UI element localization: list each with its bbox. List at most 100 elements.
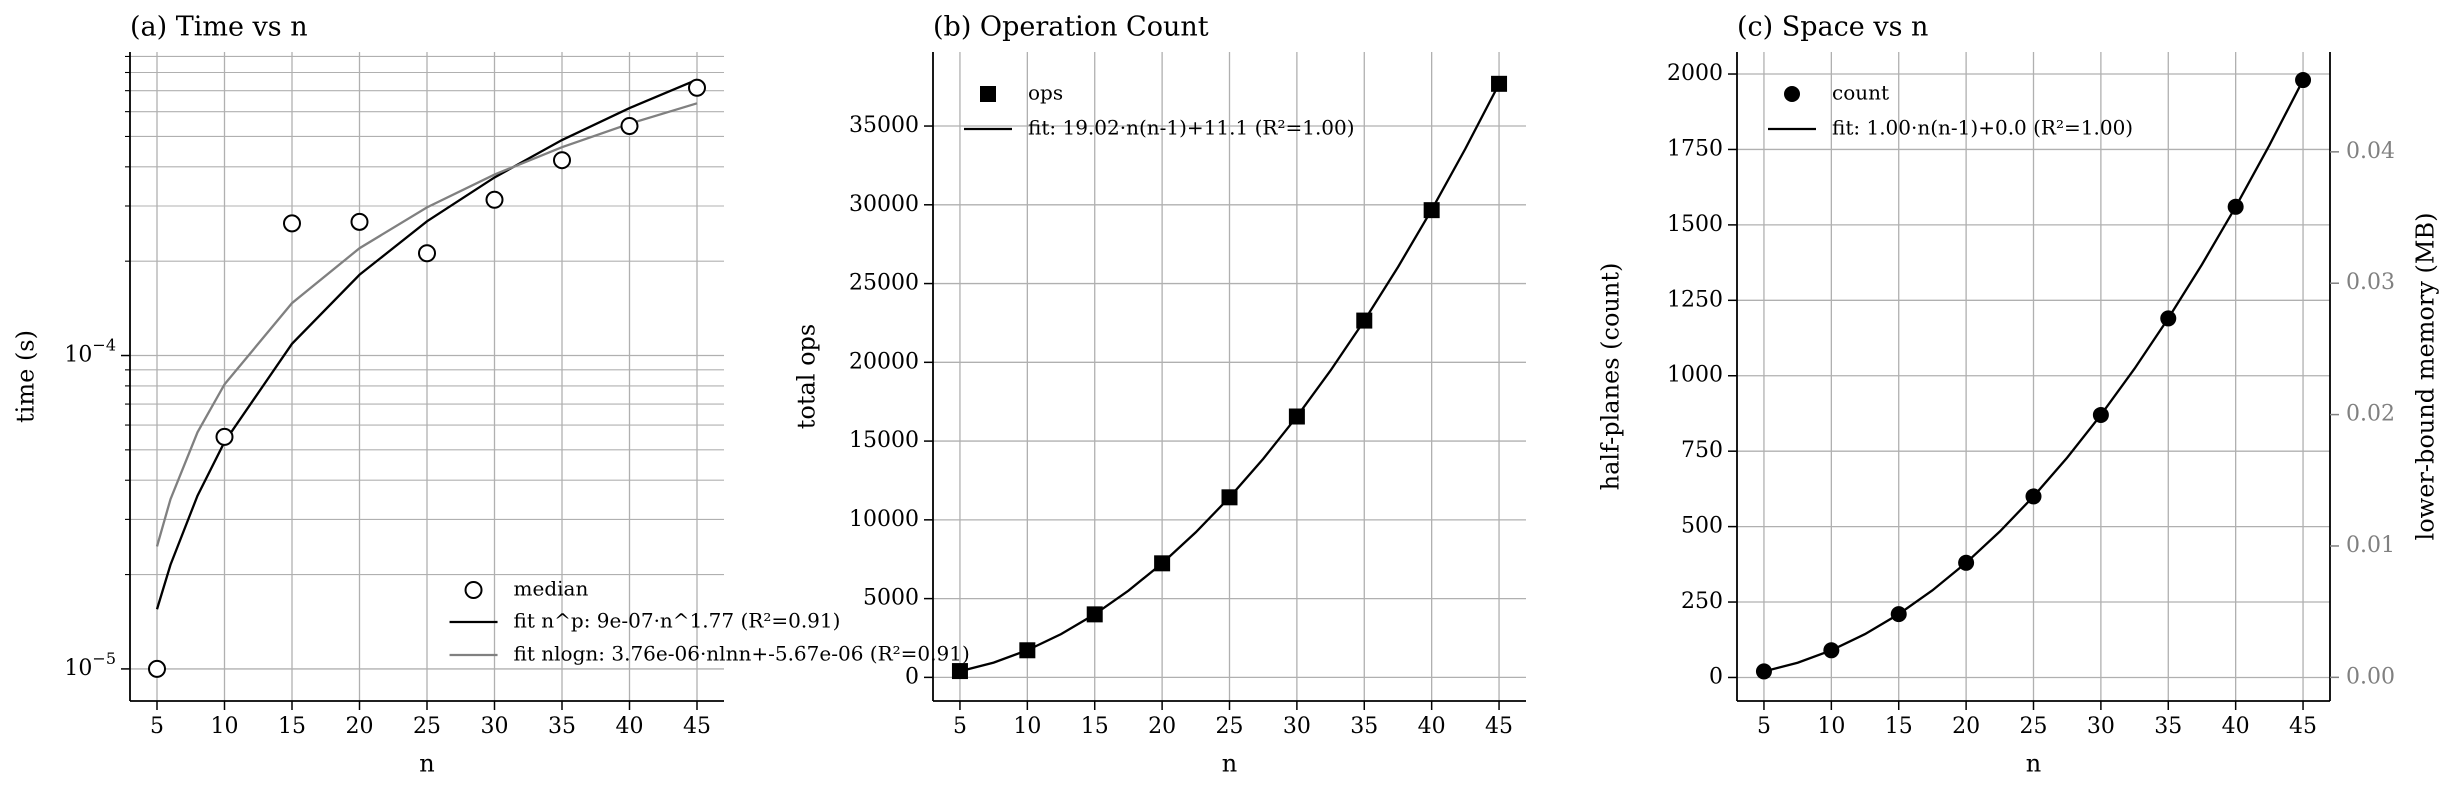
marker [350, 212, 369, 231]
y2-tick-label: 0.03 [2346, 270, 2395, 295]
marker [688, 78, 706, 97]
x-tick-label: 15 [1885, 714, 1913, 739]
y-tick-label: 0 [1709, 664, 1723, 689]
x-tick-label: 15 [278, 714, 306, 739]
y-tick-base: 10 [64, 656, 92, 681]
y-tick-label: 25000 [849, 271, 919, 296]
x-tick-label: 20 [346, 714, 374, 739]
x-tick-label: 40 [1418, 714, 1446, 739]
marker [620, 116, 639, 135]
x-tick-label: 10 [1817, 714, 1845, 739]
x-tick-label: 30 [2087, 714, 2115, 739]
x-tick-label: 35 [1350, 714, 1378, 739]
marker [1154, 555, 1171, 572]
x-tick-label: 25 [413, 714, 441, 739]
x-tick-label: 45 [2289, 714, 2317, 739]
x-tick-label: 40 [616, 714, 644, 739]
y2-axis-label: lower-bound memory (MB) [2412, 213, 2440, 541]
marker [2025, 488, 2042, 505]
y2-tick-label: 0.04 [2346, 139, 2395, 164]
marker [1356, 312, 1373, 329]
fit-line [155, 78, 698, 610]
marker [215, 427, 234, 446]
y-tick-label: 10−5 [64, 648, 116, 681]
x-axis-label: n [2026, 750, 2041, 778]
legend-label: fit nlogn: 3.76e-06·nlnn+-5.67e-06 (R²=0… [514, 642, 970, 666]
marker [951, 663, 968, 680]
legend-label: fit n^p: 9e-07·n^1.77 (R²=0.91) [514, 609, 841, 633]
y-tick-label: 250 [1681, 589, 1723, 614]
y-tick-label: 1500 [1667, 212, 1723, 237]
legend-label: fit: 1.00·n(n-1)+0.0 (R²=1.00) [1832, 116, 2133, 140]
legend-label: fit: 19.02·n(n-1)+11.1 (R²=1.00) [1028, 116, 1355, 140]
x-tick-label: 20 [1952, 714, 1980, 739]
marker [1491, 75, 1508, 92]
legend-label: median [514, 577, 589, 601]
y-axis-label: time (s) [12, 330, 40, 423]
marker [283, 214, 301, 233]
marker [2092, 406, 2109, 423]
marker [1755, 663, 1772, 680]
y2-tick-label: 0.01 [2346, 533, 2395, 558]
marker [1221, 489, 1238, 506]
x-tick-label: 40 [2222, 714, 2250, 739]
x-tick-label: 10 [211, 714, 239, 739]
marker [1423, 202, 1440, 219]
y-axis-label: total ops [793, 324, 821, 429]
x-tick-label: 35 [2154, 714, 2182, 739]
x-tick-label: 25 [1216, 714, 1244, 739]
marker [2295, 72, 2312, 89]
x-tick-label: 30 [481, 714, 509, 739]
marker [2227, 198, 2244, 215]
marker [1288, 408, 1305, 425]
marker [553, 151, 571, 170]
x-tick-label: 5 [1757, 714, 1771, 739]
x-axis-label: n [1222, 750, 1237, 778]
x-tick-label: 35 [548, 714, 576, 739]
y-tick-exponent: −5 [92, 648, 116, 667]
y2-tick-label: 0.00 [2346, 664, 2395, 689]
y-tick-label: 2000 [1667, 61, 1723, 86]
marker [485, 190, 504, 209]
fit-line [155, 102, 698, 547]
y2-tick-label: 0.02 [2346, 402, 2395, 427]
y-tick-label: 1000 [1667, 363, 1723, 388]
x-tick-label: 10 [1013, 714, 1041, 739]
y-tick-label: 1250 [1667, 287, 1723, 312]
legend-label: ops [1028, 81, 1063, 105]
y-tick-exponent: −4 [92, 335, 116, 354]
y-tick-base: 10 [64, 343, 92, 368]
y-tick-label: 30000 [849, 192, 919, 217]
marker [418, 244, 436, 263]
legend-marker [1784, 86, 1800, 102]
y-tick-label: 15000 [849, 428, 919, 453]
x-axis-label: n [419, 750, 434, 778]
legend-marker [980, 86, 996, 102]
marker [1086, 606, 1103, 623]
y-tick-label: 750 [1681, 438, 1723, 463]
y-tick-label: 5000 [863, 586, 919, 611]
panel-title: (a) Time vs n [130, 12, 308, 43]
x-tick-label: 5 [150, 714, 164, 739]
y-tick-label: 10−4 [64, 335, 116, 368]
y-tick-label: 10000 [849, 507, 919, 532]
marker [2160, 310, 2177, 327]
x-tick-label: 45 [1485, 714, 1513, 739]
panel-title: (c) Space vs n [1737, 12, 1928, 43]
legend-label: count [1832, 81, 1889, 105]
panel-title: (b) Operation Count [933, 12, 1209, 43]
marker [1958, 554, 1975, 571]
y-tick-label: 35000 [849, 113, 919, 138]
y-tick-label: 1750 [1667, 136, 1723, 161]
x-tick-label: 20 [1148, 714, 1176, 739]
y-axis-label: half-planes (count) [1597, 263, 1625, 491]
marker [148, 659, 166, 678]
x-tick-label: 25 [2020, 714, 2048, 739]
y-tick-label: 20000 [849, 349, 919, 374]
marker [1823, 642, 1840, 659]
marker [1019, 642, 1036, 659]
x-tick-label: 30 [1283, 714, 1311, 739]
marker [1890, 606, 1907, 623]
